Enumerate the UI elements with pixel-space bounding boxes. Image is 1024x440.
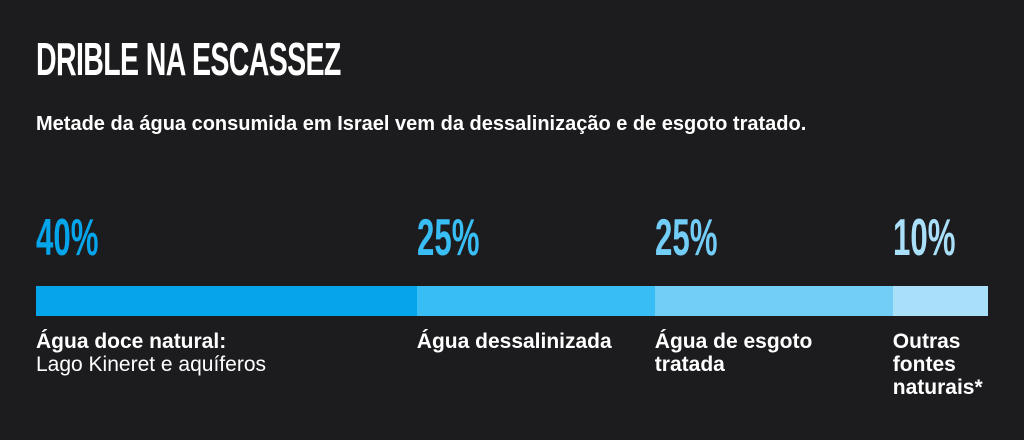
category-label-detail: Lago Kineret e aquíferos	[36, 353, 266, 376]
category-label-title: Água doce natural:	[36, 330, 227, 353]
value-label-2: 25%	[416, 209, 480, 267]
value-label-4: 10%	[892, 209, 956, 267]
category-label-title: Água dessalinizada	[416, 330, 612, 353]
category-label-title: Outras fontes naturais*	[892, 330, 983, 399]
category-label-3: Água de esgoto tratada	[655, 330, 875, 376]
value-label-3: 25%	[654, 209, 718, 267]
bar-segment-1	[36, 286, 417, 316]
category-label-2: Água dessalinizada	[417, 330, 637, 353]
category-label-1: Água doce natural: Lago Kineret e aquífer…	[36, 330, 366, 376]
bar-segment-3	[654, 286, 893, 316]
category-label-4: Outras fontes naturais*	[893, 330, 1013, 399]
value-label-1: 40%	[36, 209, 99, 267]
chart-subtitle: Metade da água consumida em Israel vem d…	[36, 113, 807, 135]
bar-segment-4	[892, 286, 988, 316]
bar-segment-2	[416, 286, 655, 316]
chart-title: DRIBLE NA ESCASSEZ	[36, 33, 341, 85]
category-label-title: Água de esgoto tratada	[654, 330, 813, 376]
